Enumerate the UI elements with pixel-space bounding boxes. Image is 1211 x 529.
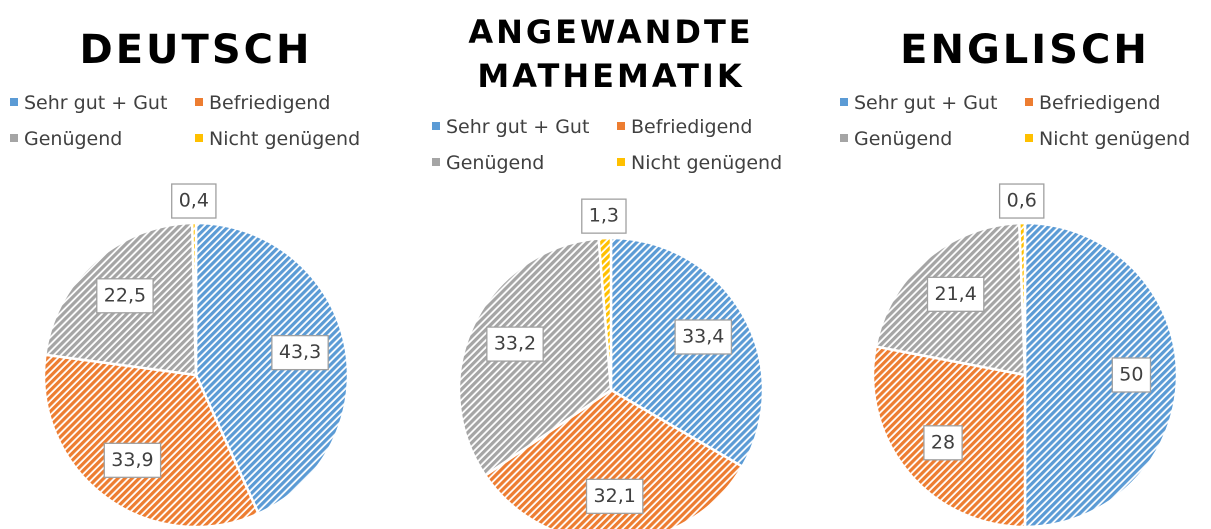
data-label: 33,2 — [486, 326, 544, 362]
pie-slice — [483, 388, 745, 529]
legend-swatch — [10, 133, 18, 142]
legend-label: Sehr gut + Gut — [854, 92, 998, 114]
data-label-box — [271, 334, 329, 371]
data-label: 33,4 — [674, 319, 733, 355]
legend-swatch — [617, 157, 625, 166]
legend-label: Sehr gut + Gut — [24, 92, 168, 114]
legend-item: Sehr gut + Gut — [432, 116, 617, 138]
legend-swatch — [1025, 97, 1033, 106]
data-label-text: 33,4 — [682, 325, 724, 347]
legend-label: Nicht genügend — [1039, 128, 1191, 150]
legend-label: Befriedigend — [209, 92, 331, 114]
legend-swatch — [432, 157, 440, 166]
legend-label: Genügend — [446, 152, 545, 174]
legend-label: Genügend — [854, 128, 953, 150]
data-label-text: 21,4 — [934, 283, 976, 305]
data-label: 22,5 — [96, 278, 154, 314]
data-label-text: 28 — [931, 431, 955, 453]
pie-slice — [1023, 221, 1179, 529]
legend-item: Befriedigend — [617, 116, 802, 138]
legend-swatch — [195, 97, 203, 106]
legend-item: Sehr gut + Gut — [840, 92, 1025, 114]
legend-swatch — [195, 133, 203, 142]
legend-label: Genügend — [24, 128, 123, 150]
data-label-text: 43,3 — [279, 341, 321, 363]
data-label-box — [1111, 357, 1152, 393]
chart-title: ANGEWANDTE MATHEMATIK — [468, 13, 754, 95]
legend-swatch — [432, 121, 440, 130]
data-label-box — [103, 442, 162, 478]
legend-label: Befriedigend — [631, 116, 753, 138]
data-label-text: 32,1 — [594, 485, 636, 507]
legend-item: Nicht genügend — [195, 128, 380, 150]
chart-title: DEUTSCH — [79, 27, 313, 73]
data-label-box — [674, 319, 733, 355]
data-label-box — [923, 425, 963, 461]
legend-item: Nicht genügend — [617, 152, 802, 174]
data-label-box — [926, 276, 985, 312]
data-label-text: 0,4 — [179, 190, 209, 212]
legend-item: Befriedigend — [195, 92, 380, 114]
legend-swatch — [1025, 133, 1033, 142]
data-label-box — [581, 198, 627, 234]
legend-label: Nicht genügend — [631, 152, 783, 174]
legend-swatch — [840, 97, 848, 106]
data-label-text: 0,6 — [1007, 190, 1037, 212]
legend-item: Genügend — [432, 152, 617, 174]
data-label-text: 1,3 — [589, 205, 619, 227]
data-label-text: 50 — [1119, 364, 1143, 386]
legend-swatch — [617, 121, 625, 130]
data-label: 32,1 — [585, 478, 644, 514]
legend-swatch — [10, 97, 18, 106]
legend-item: Genügend — [840, 128, 1025, 150]
data-label: 1,3 — [581, 198, 627, 234]
legend: Sehr gut + Gut Befriedigend Genügend Nicht … — [840, 92, 1210, 150]
data-label-box — [96, 278, 154, 314]
data-label: 43,3 — [271, 334, 329, 371]
legend-item: Befriedigend — [1025, 92, 1210, 114]
data-label-box — [585, 478, 644, 514]
legend: Sehr gut + Gut Befriedigend Genügend Nicht … — [10, 92, 380, 150]
data-label-box — [486, 326, 544, 362]
data-label-box — [998, 183, 1045, 219]
data-label-text: 22,5 — [104, 284, 146, 306]
pie-slice — [1017, 221, 1027, 376]
legend-item: Sehr gut + Gut — [10, 92, 195, 114]
data-label: 50 — [1111, 357, 1152, 393]
pie-slice — [597, 236, 613, 391]
legend-label: Sehr gut + Gut — [446, 116, 590, 138]
data-label: 0,6 — [998, 183, 1045, 219]
data-label: 0,4 — [171, 183, 217, 219]
data-label-text: 33,9 — [111, 449, 153, 471]
legend-swatch — [840, 133, 848, 142]
data-label-text: 33,2 — [494, 333, 536, 355]
legend-item: Genügend — [10, 128, 195, 150]
legend-item: Nicht genügend — [1025, 128, 1210, 150]
data-label: 21,4 — [926, 276, 985, 312]
pie-slice — [190, 221, 198, 376]
pie-slice — [42, 353, 261, 529]
legend: Sehr gut + Gut Befriedigend Genügend Nicht … — [432, 116, 802, 174]
legend-label: Befriedigend — [1039, 92, 1161, 114]
legend-label: Nicht genügend — [209, 128, 361, 150]
chart-title: ENGLISCH — [900, 27, 1150, 73]
data-label: 33,9 — [103, 442, 162, 478]
data-label: 28 — [923, 425, 963, 461]
data-label-box — [171, 183, 217, 219]
